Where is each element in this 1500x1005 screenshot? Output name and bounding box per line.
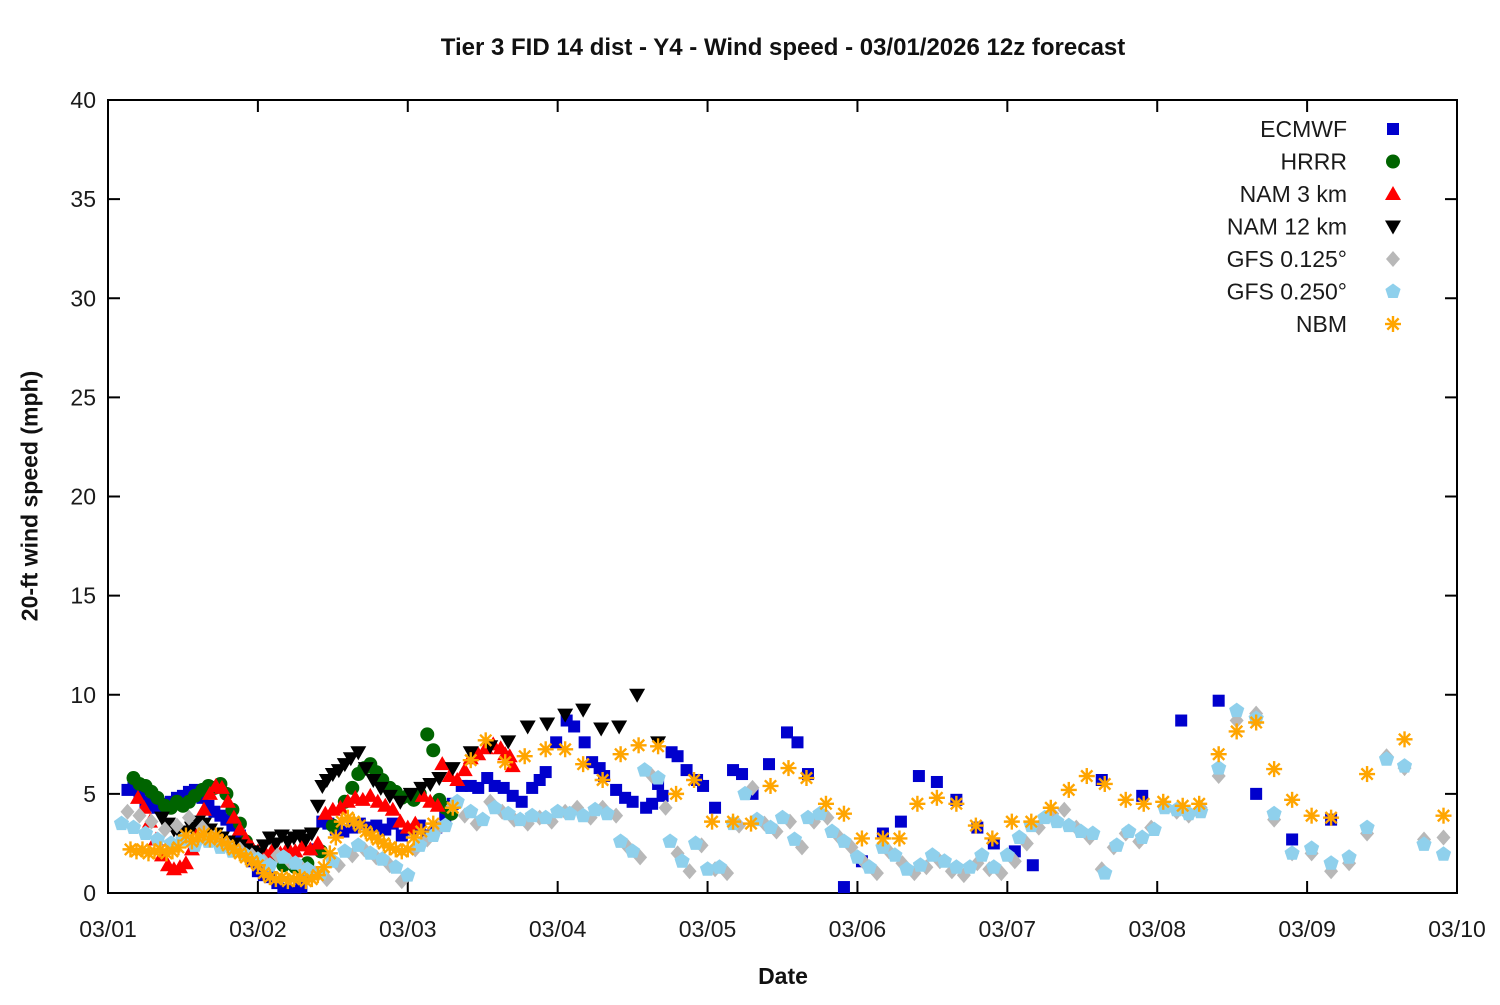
- legend-row: HRRR: [1281, 149, 1400, 175]
- y-tick-label: 25: [70, 384, 96, 410]
- x-tick-label: 03/09: [1278, 916, 1336, 942]
- x-axis-title: Date: [758, 963, 808, 989]
- x-tick-label: 03/04: [529, 916, 587, 942]
- legend-label: HRRR: [1281, 149, 1347, 175]
- x-tick-label: 03/03: [379, 916, 437, 942]
- legend-row: NAM 3 km: [1240, 181, 1401, 207]
- y-tick-label: 20: [70, 484, 96, 510]
- y-axis-title: 20-ft wind speed (mph): [16, 370, 43, 622]
- legend-label: ECMWF: [1260, 116, 1347, 142]
- legend-marker-asterisk-icon: [1385, 316, 1401, 332]
- chart-title: Tier 3 FID 14 dist - Y4 - Wind speed - 0…: [440, 34, 1126, 61]
- y-tick-label: 0: [83, 880, 96, 906]
- legend-marker-square-icon: [1387, 123, 1399, 135]
- legend-row: NAM 12 km: [1227, 214, 1401, 240]
- legend-row: NBM: [1296, 311, 1401, 337]
- legend-marker-triangle-down-icon: [1385, 220, 1401, 235]
- x-tick-label: 03/02: [229, 916, 287, 942]
- y-tick-label: 5: [83, 781, 96, 807]
- y-tick-label: 40: [70, 87, 96, 113]
- legend-label: GFS 0.250°: [1227, 279, 1347, 305]
- series-nam-3-km: [129, 736, 521, 876]
- legend-row: GFS 0.125°: [1227, 246, 1400, 272]
- y-tick-label: 15: [70, 583, 96, 609]
- legend-marker-triangle-up-icon: [1385, 186, 1401, 200]
- legend-marker-circle-icon: [1386, 154, 1400, 169]
- legend-row: ECMWF: [1260, 116, 1399, 142]
- legend-label: NAM 12 km: [1227, 214, 1347, 240]
- data-points: [113, 688, 1452, 894]
- axis-ticks: [107, 99, 1458, 894]
- legend-marker-diamond-icon: [1386, 251, 1400, 267]
- legend-row: GFS 0.250°: [1227, 279, 1401, 305]
- x-tick-label: 03/01: [79, 916, 137, 942]
- x-tick-label: 03/08: [1128, 916, 1186, 942]
- legend-marker-pentagon-icon: [1385, 283, 1401, 298]
- x-tick-label: 03/05: [679, 916, 737, 942]
- series-nbm: [122, 714, 1452, 890]
- legend-label: GFS 0.125°: [1227, 246, 1347, 272]
- legend: ECMWF HRRR NAM 3 km NAM 12 km GFS 0.125° GFS …: [1227, 116, 1401, 337]
- axis-tick-labels: 03/01 03/02 03/03 03/04 03/05 03/06 03/07 03/08…: [70, 87, 1485, 942]
- y-tick-label: 30: [70, 285, 96, 311]
- x-tick-label: 03/07: [979, 916, 1037, 942]
- legend-label: NAM 3 km: [1240, 181, 1347, 207]
- y-tick-label: 10: [70, 682, 96, 708]
- y-tick-label: 35: [70, 186, 96, 212]
- x-tick-label: 03/10: [1428, 916, 1486, 942]
- legend-label: NBM: [1296, 311, 1347, 337]
- x-tick-label: 03/06: [829, 916, 887, 942]
